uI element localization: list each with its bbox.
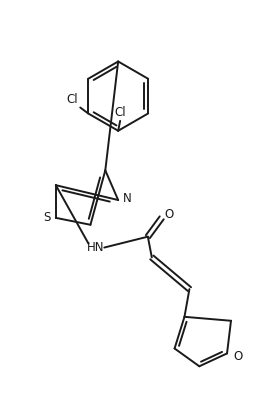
Text: Cl: Cl — [114, 106, 126, 119]
Text: HN: HN — [87, 241, 104, 254]
Text: O: O — [233, 350, 242, 363]
Text: Cl: Cl — [67, 92, 78, 105]
Text: O: O — [165, 208, 174, 221]
Text: S: S — [43, 211, 51, 224]
Text: N: N — [123, 192, 132, 205]
